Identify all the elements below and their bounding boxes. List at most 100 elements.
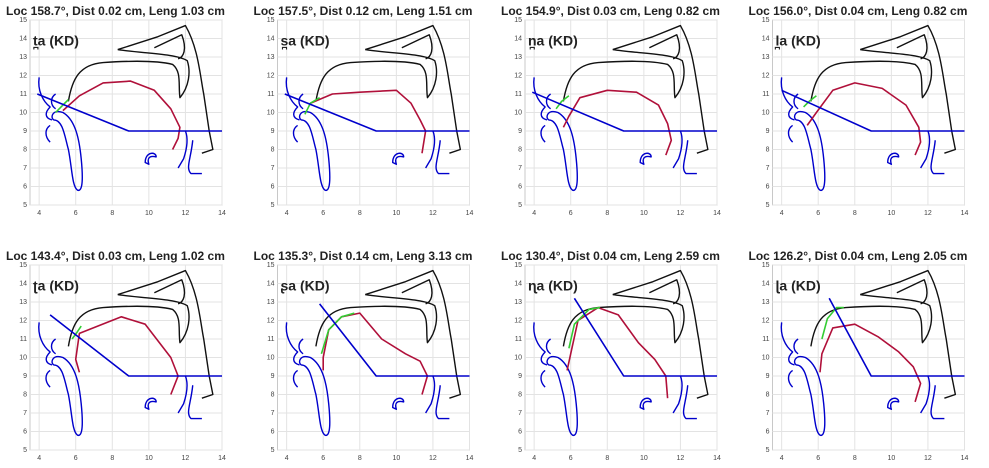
panel-title: Loc 156.0°, Dist 0.04 cm, Leng 0.82 cm: [749, 4, 968, 18]
panel-title: Loc 157.5°, Dist 0.12 cm, Leng 1.51 cm: [254, 4, 473, 18]
curve: [74, 316, 179, 395]
curve: [531, 91, 717, 132]
annotation: ɳa (KD): [528, 278, 578, 294]
curve: [318, 303, 470, 377]
x-tick-label: 4: [532, 455, 536, 462]
y-tick-label: 10: [514, 109, 522, 116]
x-tick-label: 4: [780, 455, 784, 462]
curve: [821, 306, 844, 340]
x-tick-label: 8: [853, 455, 857, 462]
y-tick-label: 9: [518, 128, 522, 135]
curve: [566, 306, 669, 399]
y-tick-label: 13: [19, 299, 27, 306]
y-tick-label: 5: [518, 202, 522, 209]
y-tick-label: 15: [514, 17, 522, 24]
annotation: n̪a (KD): [528, 33, 578, 50]
y-tick-label: 8: [23, 146, 27, 153]
y-tick-label: 12: [514, 72, 522, 79]
annotation: l̪a (KD): [774, 33, 820, 50]
y-tick-label: 5: [271, 447, 275, 454]
y-tick-label: 9: [271, 128, 275, 135]
y-tick-label: 6: [766, 183, 770, 190]
curve: [304, 97, 321, 115]
panel-title: Loc 126.2°, Dist 0.04 cm, Leng 2.05 cm: [749, 249, 968, 263]
y-tick-label: 6: [23, 183, 27, 190]
y-tick-label: 14: [267, 35, 275, 42]
x-tick-label: 8: [110, 455, 114, 462]
x-tick-label: 14: [713, 455, 721, 462]
x-tick-label: 10: [392, 455, 400, 462]
curve: [62, 80, 181, 150]
y-tick-label: 8: [766, 391, 770, 398]
y-tick-label: 11: [762, 91, 769, 98]
y-tick-label: 10: [762, 109, 770, 116]
y-tick-label: 6: [518, 428, 522, 435]
y-tick-label: 8: [23, 391, 27, 398]
x-tick-label: 14: [961, 210, 969, 217]
x-tick-label: 10: [145, 455, 153, 462]
annotation: t̪a (KD): [33, 33, 79, 50]
curve: [819, 323, 922, 403]
y-tick-label: 13: [514, 54, 522, 61]
y-tick-label: 8: [271, 146, 275, 153]
x-tick-label: 6: [321, 210, 325, 217]
y-tick-label: 11: [20, 336, 27, 343]
x-tick-label: 12: [429, 210, 437, 217]
y-tick-label: 15: [514, 262, 522, 269]
x-tick-label: 14: [218, 455, 226, 462]
y-tick-label: 8: [518, 146, 522, 153]
y-tick-label: 13: [762, 54, 770, 61]
y-tick-label: 7: [766, 410, 770, 417]
y-tick-label: 6: [271, 183, 275, 190]
x-tick-label: 8: [605, 210, 609, 217]
y-tick-label: 8: [766, 146, 770, 153]
annotation: ʈa (KD): [33, 278, 79, 294]
y-tick-label: 11: [20, 91, 27, 98]
y-tick-label: 5: [271, 202, 275, 209]
x-tick-label: 8: [605, 455, 609, 462]
y-tick-label: 15: [19, 262, 27, 269]
y-tick-label: 15: [267, 17, 275, 24]
x-tick-label: 12: [182, 210, 190, 217]
x-tick-label: 4: [780, 210, 784, 217]
y-tick-label: 14: [762, 280, 770, 287]
curve: [322, 312, 429, 395]
y-tick-label: 9: [23, 128, 27, 135]
curve: [310, 89, 427, 154]
curve: [71, 325, 82, 340]
y-tick-label: 7: [766, 165, 770, 172]
y-tick-label: 7: [518, 165, 522, 172]
x-tick-label: 6: [569, 210, 573, 217]
y-tick-label: 10: [514, 354, 522, 361]
y-tick-label: 14: [267, 280, 275, 287]
y-tick-label: 15: [19, 17, 27, 24]
x-tick-label: 4: [37, 210, 41, 217]
x-tick-label: 8: [358, 210, 362, 217]
y-tick-label: 10: [19, 354, 27, 361]
y-tick-label: 13: [762, 299, 770, 306]
curve: [284, 93, 470, 132]
y-tick-label: 13: [267, 54, 275, 61]
y-tick-label: 9: [23, 373, 27, 380]
y-tick-label: 8: [518, 391, 522, 398]
curve: [803, 95, 817, 108]
y-tick-label: 5: [23, 202, 27, 209]
x-tick-label: 14: [466, 210, 474, 217]
y-tick-label: 11: [515, 91, 522, 98]
x-tick-label: 6: [569, 455, 573, 462]
x-tick-label: 4: [532, 210, 536, 217]
y-tick-label: 5: [518, 447, 522, 454]
y-tick-label: 9: [766, 128, 770, 135]
x-tick-label: 12: [677, 210, 685, 217]
y-tick-label: 12: [762, 72, 770, 79]
y-tick-label: 6: [23, 428, 27, 435]
curve: [49, 314, 222, 377]
y-tick-label: 12: [267, 317, 275, 324]
panel-title: Loc 143.4°, Dist 0.03 cm, Leng 1.02 cm: [6, 249, 225, 263]
panel-title: Loc 130.4°, Dist 0.04 cm, Leng 2.59 cm: [501, 249, 720, 263]
x-tick-label: 8: [110, 210, 114, 217]
y-tick-label: 15: [762, 262, 770, 269]
y-tick-label: 15: [267, 262, 275, 269]
